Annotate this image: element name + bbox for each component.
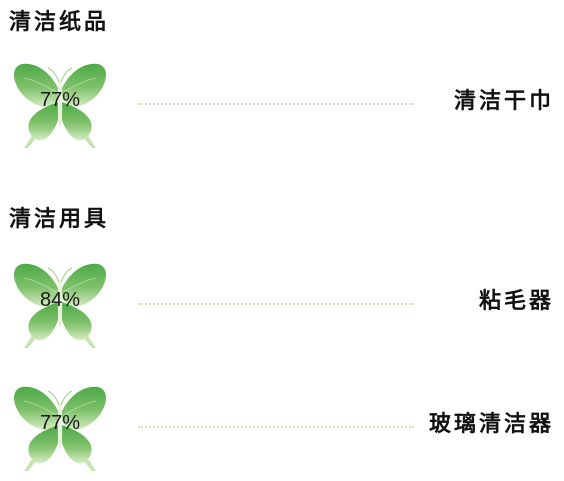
percent-value: 77% xyxy=(39,412,81,434)
list-item: 77% 玻璃清洁器 xyxy=(0,381,564,481)
section-title-cleaning-tools: 清洁用具 xyxy=(9,207,110,232)
item-label: 粘毛器 xyxy=(478,289,554,314)
percent-value: 84% xyxy=(39,289,81,311)
dotted-leader xyxy=(138,426,414,428)
section-title-cleaning-paper: 清洁纸品 xyxy=(9,10,110,35)
item-label: 清洁干巾 xyxy=(453,89,554,114)
butterfly-icon: 84% xyxy=(10,258,110,350)
percent-value: 77% xyxy=(39,89,81,111)
list-item: 84% 粘毛器 xyxy=(0,258,564,358)
list-item: 77% 清洁干巾 xyxy=(0,58,564,158)
butterfly-icon: 77% xyxy=(10,381,110,473)
dotted-leader xyxy=(138,303,414,305)
dotted-leader xyxy=(138,103,414,105)
item-label: 玻璃清洁器 xyxy=(428,412,554,437)
butterfly-icon: 77% xyxy=(10,58,110,150)
